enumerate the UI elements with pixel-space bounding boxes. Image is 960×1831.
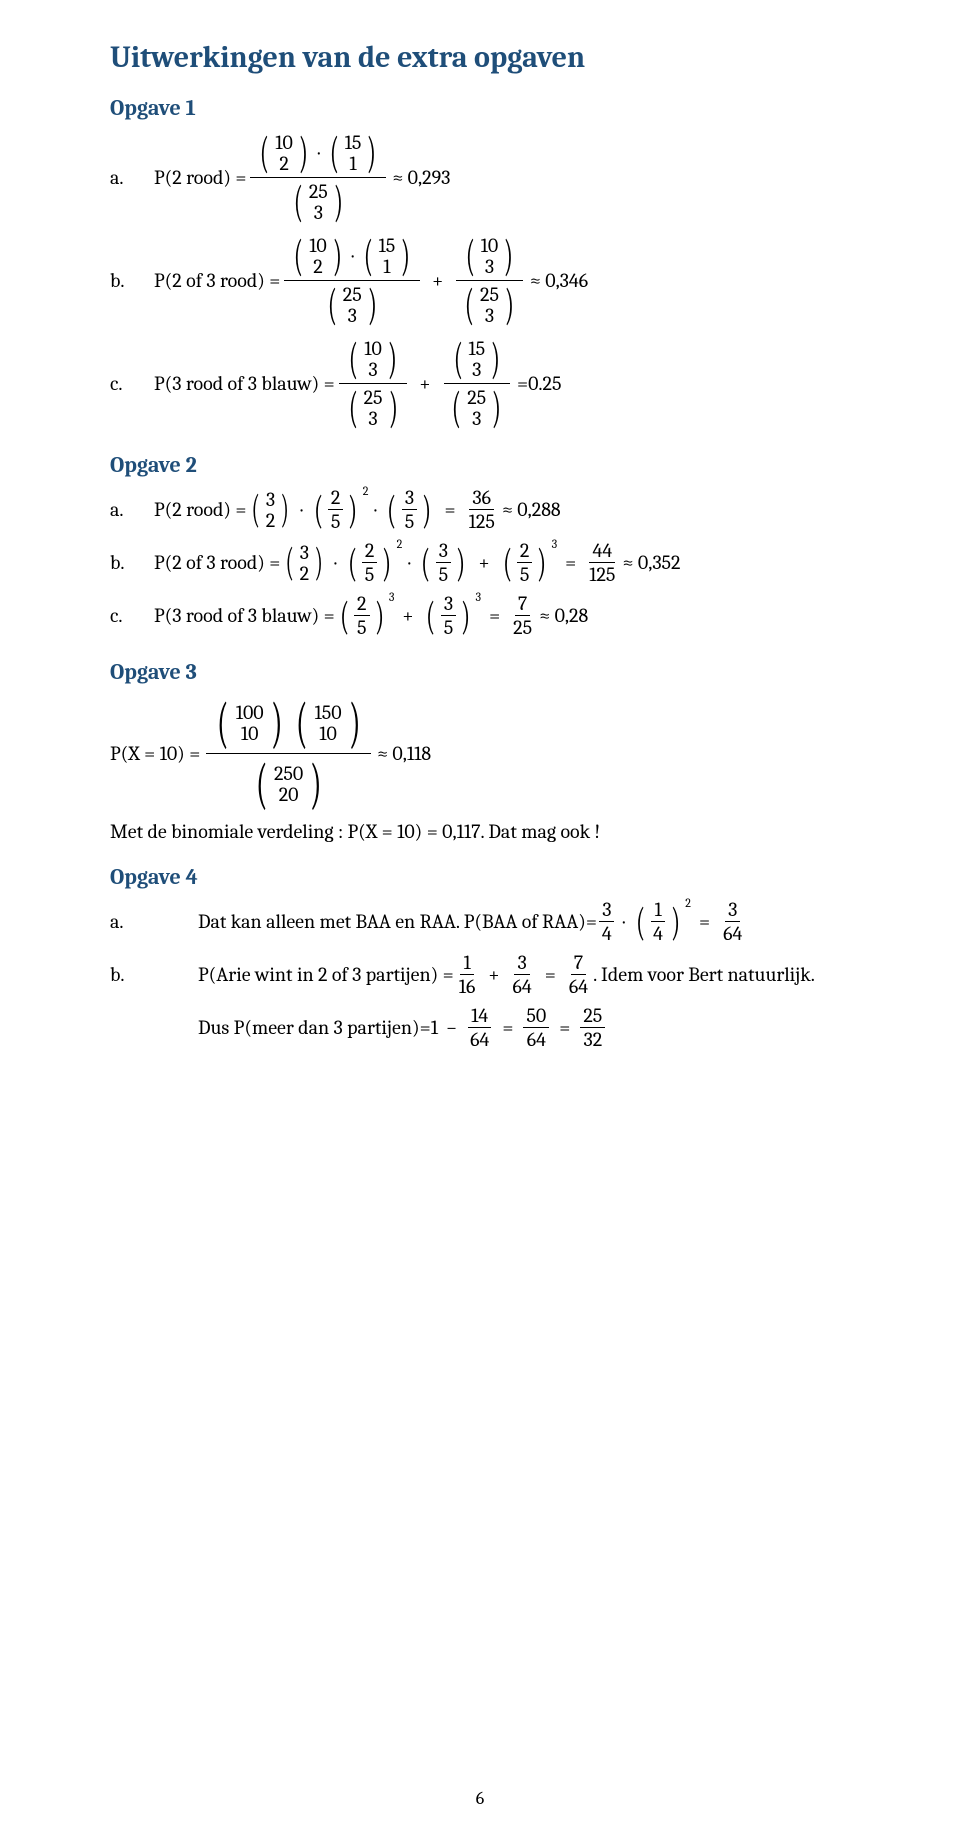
text-line: Met de binomiale verdeling : P(X = 10) =…	[110, 820, 600, 844]
math-expr: P(X = 10) = (10010) (15010) (25020) ≈ 0,…	[110, 693, 431, 814]
approx-text: ≈ 0,288	[502, 498, 561, 522]
opgave-3-line1: P(X = 10) = (10010) (15010) (25020) ≈ 0,…	[110, 693, 850, 814]
item-label: c.	[110, 604, 154, 628]
approx-text: ≈ 0,346	[530, 269, 588, 293]
opgave-2a: a. P(2 rood) = (32) · (25)2 · (35) = 361…	[110, 486, 850, 533]
math-expr: 1 − 1464 = 5064 = 2532	[431, 1004, 608, 1051]
math-expr: 116 + 364 = 764	[454, 951, 593, 998]
lead-text: Dus P(meer dan 3 partijen)=	[198, 1016, 431, 1040]
opgave-3-line2: Met de binomiale verdeling : P(X = 10) =…	[110, 820, 850, 844]
lead-text: P(2 rood) =	[154, 498, 246, 522]
lead-text: P(Arie wint in 2 of 3 partijen) =	[198, 963, 454, 987]
page-number: 6	[0, 1788, 960, 1809]
opgave-2-heading: Opgave 2	[110, 452, 850, 478]
lead-text: P(3 rood of 3 blauw) =	[154, 372, 335, 396]
opgave-1-heading: Opgave 1	[110, 95, 850, 121]
item-label: b.	[110, 269, 154, 293]
lhs-text: P(X = 10) =	[110, 742, 200, 766]
lead-text: P(2 of 3 rood) =	[154, 269, 280, 293]
math-expr: 34 · (14)2 = 364	[597, 898, 747, 945]
page-title: Uitwerkingen van de extra opgaven	[110, 40, 850, 75]
opgave-4b-line1: b. P(Arie wint in 2 of 3 partijen) = 116…	[110, 951, 850, 998]
approx-text: ≈ 0,352	[622, 551, 680, 575]
opgave-4a: a. Dat kan alleen met BAA en RAA. P(BAA …	[110, 898, 850, 945]
math-expr: (103) (253) + (153) (253) =0.25	[335, 335, 562, 432]
item-label: b.	[110, 963, 154, 987]
item-label: a.	[110, 910, 154, 934]
opgave-3-heading: Opgave 3	[110, 659, 850, 685]
opgave-4b-line2: Dus P(meer dan 3 partijen)= 1 − 1464 = 5…	[110, 1004, 850, 1051]
item-label: c.	[110, 372, 154, 396]
math-expr: (32) · (25)2 · (35) = 36125 ≈ 0,288	[246, 486, 560, 533]
opgave-2c: c. P(3 rood of 3 blauw) = (25)3 + (35)3 …	[110, 592, 850, 639]
approx-text: ≈ 0,28	[539, 604, 588, 628]
lead-text: Dat kan alleen met BAA en RAA. P(BAA of …	[198, 910, 597, 934]
math-expr: (102) · (151) (253) ≈ 0,293	[246, 129, 450, 226]
math-expr: (25)3 + (35)3 = 725 ≈ 0,28	[335, 592, 588, 639]
opgave-1c: c. P(3 rood of 3 blauw) = (103) (253) + …	[110, 335, 850, 432]
lead-text: P(3 rood of 3 blauw) =	[154, 604, 335, 628]
lead-text: P(2 of 3 rood) =	[154, 551, 280, 575]
lead-text: P(2 rood) =	[154, 166, 246, 190]
result-text: =0.25	[517, 372, 561, 396]
item-label: a.	[110, 166, 154, 190]
item-label: a.	[110, 498, 154, 522]
opgave-1b: b. P(2 of 3 rood) = (102) · (151) (253) …	[110, 232, 850, 329]
opgave-4-heading: Opgave 4	[110, 864, 850, 890]
math-expr: (32) · (25)2 · (35) + (25)3 = 44125 ≈ 0,…	[280, 539, 680, 586]
item-label: b.	[110, 551, 154, 575]
opgave-2b: b. P(2 of 3 rood) = (32) · (25)2 · (35) …	[110, 539, 850, 586]
tail-text: . Idem voor Bert natuurlijk.	[593, 963, 815, 987]
opgave-1a: a. P(2 rood) = (102) · (151) (253) ≈ 0,2…	[110, 129, 850, 226]
math-expr: (102) · (151) (253) + (103) (253) ≈ 0,34…	[280, 232, 588, 329]
approx-text: ≈ 0,293	[392, 166, 450, 190]
page: Uitwerkingen van de extra opgaven Opgave…	[0, 0, 960, 1831]
approx-text: ≈ 0,118	[377, 742, 431, 766]
